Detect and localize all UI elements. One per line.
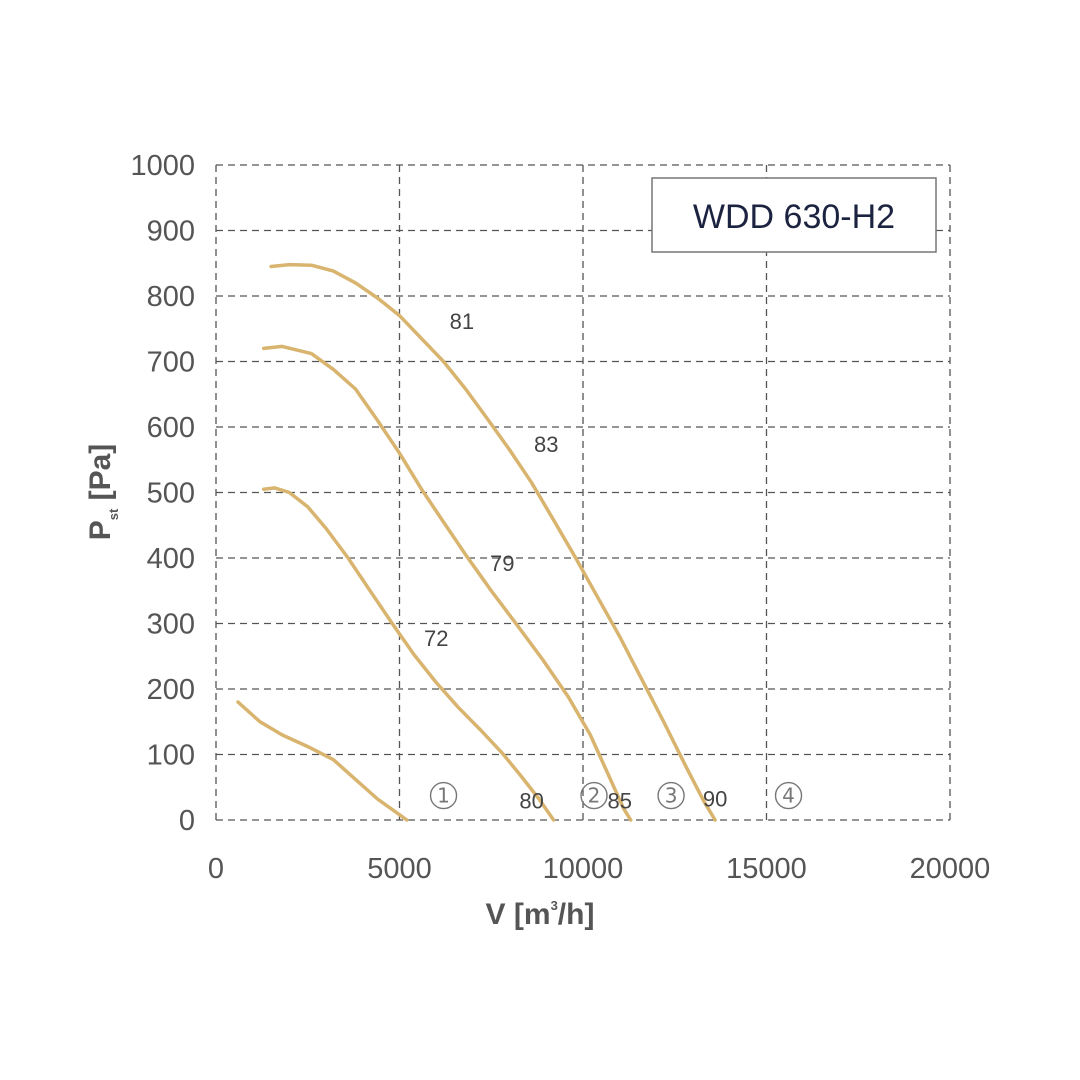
model-title-box: WDD 630-H2 bbox=[651, 177, 937, 253]
x-axis-title-main: V [m bbox=[486, 898, 551, 931]
marker-circle bbox=[657, 781, 685, 810]
y-axis-title-suffix: [Pa] bbox=[84, 444, 117, 509]
marker-number: 4 bbox=[782, 784, 795, 808]
curve-marker-2: 2 bbox=[580, 781, 608, 810]
x-tick-label: 20000 bbox=[910, 853, 991, 885]
curve-label: 79 bbox=[490, 551, 514, 576]
curve-label: 90 bbox=[703, 786, 727, 811]
y-axis-title: Pst [Pa] bbox=[84, 444, 121, 541]
x-axis-title: V [m3/h] bbox=[486, 898, 595, 931]
marker-circle bbox=[774, 781, 803, 810]
marker-number: 1 bbox=[437, 784, 450, 808]
x-tick-label: 0 bbox=[208, 853, 224, 885]
y-tick-label: 100 bbox=[147, 740, 195, 772]
y-axis-title-main: P bbox=[84, 520, 117, 540]
grid bbox=[215, 164, 951, 821]
y-tick-label: 400 bbox=[147, 543, 195, 575]
curve-marker-4: 4 bbox=[774, 781, 803, 810]
x-tick-label: 10000 bbox=[543, 853, 624, 885]
y-tick-label: 700 bbox=[147, 347, 195, 379]
x-tick-labels: 0 5000 10000 15000 20000 bbox=[208, 853, 990, 885]
curve-label: 80 bbox=[519, 788, 543, 813]
y-tick-label: 0 bbox=[179, 805, 195, 837]
x-tick-label: 15000 bbox=[726, 853, 807, 885]
curve-label: 83 bbox=[534, 432, 558, 457]
y-tick-label: 300 bbox=[147, 609, 195, 641]
curve-series-4 bbox=[269, 262, 717, 822]
marker-number: 2 bbox=[588, 784, 601, 808]
marker-circle bbox=[429, 781, 458, 810]
model-box-frame bbox=[651, 177, 937, 253]
y-tick-label: 800 bbox=[147, 281, 195, 313]
y-tick-label: 1000 bbox=[130, 150, 195, 182]
y-tick-label: 600 bbox=[147, 412, 195, 444]
marker-number: 3 bbox=[665, 784, 678, 808]
y-tick-labels: 0 100 200 300 400 500 600 700 800 900 1000 bbox=[130, 150, 195, 837]
curve-marker-3: 3 bbox=[657, 781, 685, 810]
x-axis-title-sup: 3 bbox=[551, 898, 558, 913]
y-tick-label: 500 bbox=[147, 478, 195, 510]
x-axis-title-suffix: /h] bbox=[558, 898, 595, 931]
curve-series-2 bbox=[261, 486, 556, 822]
curve-label: 85 bbox=[607, 788, 631, 813]
performance-curves bbox=[236, 262, 717, 822]
y-tick-label: 200 bbox=[147, 674, 195, 706]
curve-series-1 bbox=[236, 700, 409, 822]
marker-circle bbox=[580, 781, 608, 810]
curve-label: 72 bbox=[424, 626, 448, 651]
y-axis-title-sub: st bbox=[106, 508, 121, 520]
curve-labels: 81 83 79 72 80 85 90 bbox=[424, 309, 727, 813]
y-tick-label: 900 bbox=[147, 216, 195, 248]
x-tick-label: 5000 bbox=[367, 853, 432, 885]
chart-title: WDD 630-H2 bbox=[693, 198, 895, 236]
curve-label: 81 bbox=[450, 309, 474, 334]
curve-marker-1: 1 bbox=[429, 781, 458, 810]
curve-markers: 1 2 3 4 bbox=[429, 781, 803, 810]
curve-series-3 bbox=[261, 344, 633, 822]
